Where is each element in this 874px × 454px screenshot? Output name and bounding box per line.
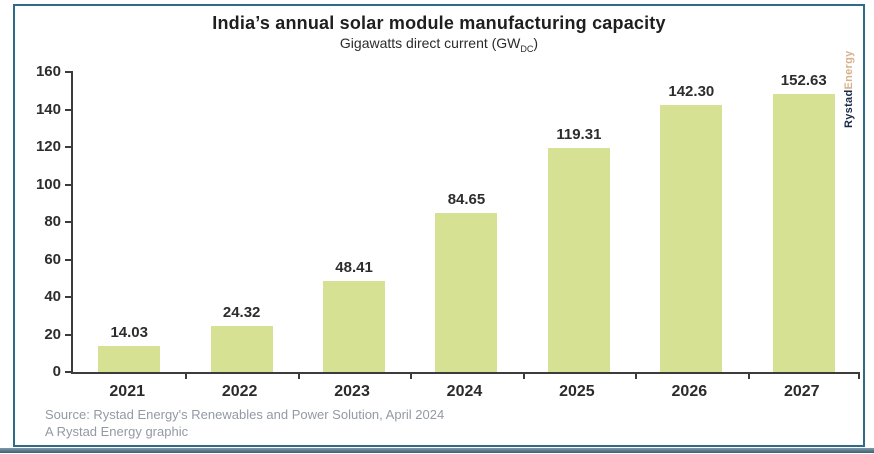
bar-value-label: 48.41 (335, 259, 373, 277)
bar-value-label: 84.65 (447, 191, 486, 209)
bottom-divider (0, 448, 874, 453)
bar-value-label: 142.30 (668, 83, 715, 101)
bar (660, 105, 723, 372)
bar (210, 326, 273, 372)
bar (323, 281, 386, 372)
x-axis-label-2027: 2027 (783, 383, 820, 400)
x-axis-label-2025: 2025 (559, 383, 595, 400)
y-axis-label-60: 60 (44, 250, 61, 268)
x-axis-tick (747, 372, 750, 379)
bar-value-label: 24.32 (222, 304, 261, 322)
bar-slot-2024: 84.65 (410, 72, 522, 372)
x-axis-tick (185, 372, 188, 379)
chart-title: India’s annual solar module manufacturin… (212, 13, 666, 33)
y-axis-label-80: 80 (44, 213, 61, 230)
chart-subtitle-text: Gigawatts direct current (GW (339, 35, 521, 51)
chart-frame: India’s annual solar module manufacturin… (13, 4, 865, 447)
chart-subtitle-subscript: DC (520, 43, 534, 54)
y-axis-tick (65, 333, 73, 336)
plot-area: 14.03 24.32 48.41 84.65 119.31 142.30 152.63 (71, 72, 860, 379)
bar-slot-2026: 142.30 (635, 72, 747, 372)
y-axis-tick (65, 258, 73, 261)
chart-frame-inner: India’s annual solar module manufacturin… (15, 6, 863, 445)
y-axis-label-0: 0 (52, 363, 61, 380)
bar (772, 94, 835, 372)
y-axis-tick (65, 296, 73, 298)
x-axis-label-2023: 2023 (334, 383, 370, 400)
y-axis-label-40: 40 (44, 288, 61, 305)
source-note: Source: Rystad Energy's Renewables and P… (45, 406, 444, 440)
y-axis-label-160: 160 (35, 63, 61, 80)
bar (435, 213, 498, 372)
y-axis-label-140: 140 (35, 100, 61, 118)
x-axis-tick (410, 372, 413, 379)
x-axis-labels: 2021 2022 2023 2024 2025 2026 2027 (71, 383, 858, 401)
bar-value-label: 119.31 (556, 126, 602, 144)
x-axis-tick (635, 372, 638, 379)
bar-slot-2023: 48.41 (298, 72, 410, 372)
y-axis-label-20: 20 (44, 325, 61, 343)
x-axis-tick (297, 372, 300, 379)
bar-slot-2027: 152.63 (748, 72, 860, 372)
y-axis-tick (65, 146, 73, 148)
bar-value-label: 152.63 (780, 72, 827, 89)
chart-subtitle: Gigawatts direct current (GWDC) (15, 35, 863, 54)
y-axis-tick (65, 221, 73, 223)
bar (547, 148, 610, 372)
bar-value-label: 14.03 (110, 323, 148, 341)
source-line-2: A Rystad Energy graphic (45, 424, 189, 439)
bar-slot-2021: 14.03 (73, 72, 185, 372)
bar (98, 345, 161, 372)
x-axis-label-2021: 2021 (109, 383, 145, 400)
x-axis-tick (522, 372, 525, 379)
chart-subtitle-suffix: ) (533, 35, 539, 51)
bar-slot-2022: 24.32 (185, 72, 297, 372)
y-axis-label-120: 120 (35, 138, 61, 155)
x-axis-label-2022: 2022 (221, 383, 258, 400)
y-axis-tick (65, 108, 73, 111)
source-line-1: Source: Rystad Energy's Renewables and P… (45, 407, 445, 422)
y-axis-tick (65, 371, 73, 373)
y-axis-tick (65, 71, 73, 73)
x-axis-tick (858, 372, 860, 379)
bar-slot-2025: 119.31 (523, 72, 635, 372)
y-axis-tick (65, 183, 73, 186)
x-axis-label-2024: 2024 (446, 383, 483, 400)
x-axis-label-2026: 2026 (671, 383, 708, 400)
y-axis-label-100: 100 (35, 175, 61, 193)
